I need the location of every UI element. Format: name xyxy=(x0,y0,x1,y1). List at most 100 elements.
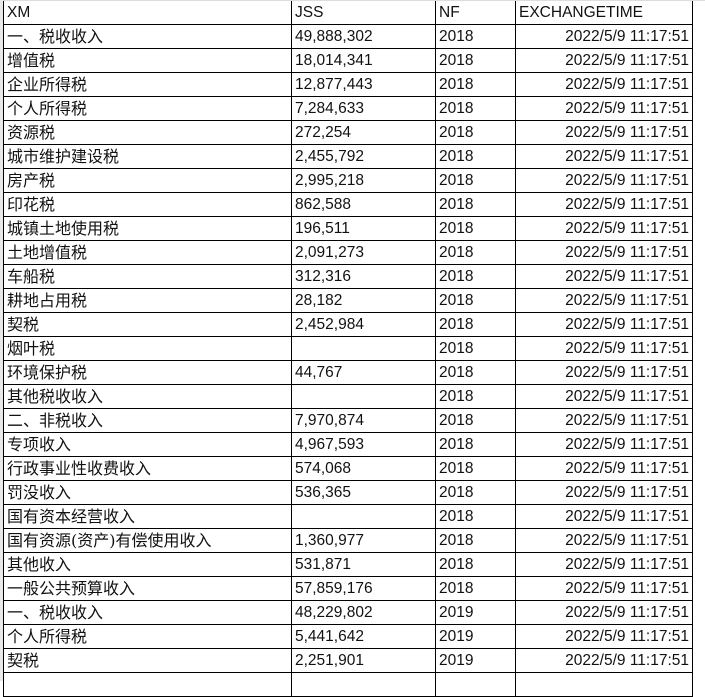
cell-xm[interactable]: 城市维护建设税 xyxy=(3,144,292,169)
cell-exchangetime[interactable]: 2022/5/9 11:17:51 xyxy=(515,216,693,241)
cell-xm[interactable]: 耕地占用税 xyxy=(3,288,292,313)
cell-jss[interactable]: 862,588 xyxy=(291,192,436,217)
cell-jss[interactable]: 5,441,642 xyxy=(291,624,436,649)
cell-nf[interactable]: 2018 xyxy=(435,144,516,169)
cell-nf[interactable]: 2018 xyxy=(435,288,516,313)
cell-jss[interactable]: 7,284,633 xyxy=(291,96,436,121)
cell-nf[interactable]: 2018 xyxy=(435,504,516,529)
cell-jss[interactable]: 4,967,593 xyxy=(291,432,436,457)
cell-xm[interactable]: 一、税收收入 xyxy=(3,24,292,49)
cell-exchangetime[interactable]: 2022/5/9 11:17:51 xyxy=(515,504,693,529)
cell-nf[interactable]: 2018 xyxy=(435,216,516,241)
cell-jss[interactable] xyxy=(291,336,436,361)
cell-exchangetime[interactable]: 2022/5/9 11:17:51 xyxy=(515,384,693,409)
cell-exchangetime[interactable]: 2022/5/9 11:17:51 xyxy=(515,24,693,49)
cell-exchangetime[interactable]: 2022/5/9 11:17:51 xyxy=(515,72,693,97)
cell-exchangetime[interactable]: 2022/5/9 11:17:51 xyxy=(515,552,693,577)
cell-jss[interactable]: 536,365 xyxy=(291,480,436,505)
cell-xm[interactable]: 罚没收入 xyxy=(3,480,292,505)
cell-jss[interactable]: 57,859,176 xyxy=(291,576,436,601)
cell-xm[interactable]: 二、非税收入 xyxy=(3,408,292,433)
cell-nf[interactable]: 2018 xyxy=(435,336,516,361)
cell-xm[interactable]: 资源税 xyxy=(3,120,292,145)
cell-jss[interactable] xyxy=(291,504,436,529)
cell-exchangetime[interactable]: 2022/5/9 11:17:51 xyxy=(515,144,693,169)
cell-nf[interactable]: 2018 xyxy=(435,384,516,409)
cell-jss[interactable]: 531,871 xyxy=(291,552,436,577)
cell-xm[interactable]: 专项收入 xyxy=(3,432,292,457)
cell-jss[interactable]: 196,511 xyxy=(291,216,436,241)
cell-nf[interactable]: 2018 xyxy=(435,120,516,145)
cell-jss[interactable]: 48,229,802 xyxy=(291,600,436,625)
cell-jss[interactable]: 1,360,977 xyxy=(291,528,436,553)
cell-jss[interactable]: 2,452,984 xyxy=(291,312,436,337)
cell-partial[interactable] xyxy=(435,672,516,697)
cell-nf[interactable]: 2018 xyxy=(435,240,516,265)
cell-xm[interactable]: 一般公共预算收入 xyxy=(3,576,292,601)
cell-exchangetime[interactable]: 2022/5/9 11:17:51 xyxy=(515,264,693,289)
cell-nf[interactable]: 2018 xyxy=(435,480,516,505)
cell-nf[interactable]: 2018 xyxy=(435,360,516,385)
cell-partial[interactable] xyxy=(291,672,436,697)
cell-nf[interactable]: 2018 xyxy=(435,264,516,289)
cell-nf[interactable]: 2018 xyxy=(435,456,516,481)
cell-exchangetime[interactable]: 2022/5/9 11:17:51 xyxy=(515,432,693,457)
header-xm[interactable]: XM xyxy=(3,1,292,25)
cell-exchangetime[interactable]: 2022/5/9 11:17:51 xyxy=(515,120,693,145)
cell-nf[interactable]: 2018 xyxy=(435,192,516,217)
cell-exchangetime[interactable]: 2022/5/9 11:17:51 xyxy=(515,192,693,217)
cell-exchangetime[interactable]: 2022/5/9 11:17:51 xyxy=(515,96,693,121)
cell-jss[interactable]: 12,877,443 xyxy=(291,72,436,97)
cell-exchangetime[interactable]: 2022/5/9 11:17:51 xyxy=(515,648,693,673)
cell-nf[interactable]: 2018 xyxy=(435,408,516,433)
cell-jss[interactable]: 2,995,218 xyxy=(291,168,436,193)
cell-xm[interactable]: 印花税 xyxy=(3,192,292,217)
cell-jss[interactable]: 574,068 xyxy=(291,456,436,481)
cell-exchangetime[interactable]: 2022/5/9 11:17:51 xyxy=(515,456,693,481)
cell-exchangetime[interactable]: 2022/5/9 11:17:51 xyxy=(515,288,693,313)
header-exchangetime[interactable]: EXCHANGETIME xyxy=(515,1,693,25)
cell-xm[interactable]: 国有资本经营收入 xyxy=(3,504,292,529)
cell-exchangetime[interactable]: 2022/5/9 11:17:51 xyxy=(515,408,693,433)
cell-jss[interactable]: 2,455,792 xyxy=(291,144,436,169)
cell-exchangetime[interactable]: 2022/5/9 11:17:51 xyxy=(515,600,693,625)
cell-xm[interactable]: 个人所得税 xyxy=(3,624,292,649)
cell-jss[interactable]: 49,888,302 xyxy=(291,24,436,49)
cell-exchangetime[interactable]: 2022/5/9 11:17:51 xyxy=(515,168,693,193)
cell-exchangetime[interactable]: 2022/5/9 11:17:51 xyxy=(515,576,693,601)
cell-xm[interactable]: 契税 xyxy=(3,312,292,337)
cell-nf[interactable]: 2019 xyxy=(435,600,516,625)
cell-xm[interactable]: 烟叶税 xyxy=(3,336,292,361)
cell-jss[interactable]: 7,970,874 xyxy=(291,408,436,433)
cell-xm[interactable]: 土地增值税 xyxy=(3,240,292,265)
header-jss[interactable]: JSS xyxy=(291,1,436,25)
cell-xm[interactable]: 其他收入 xyxy=(3,552,292,577)
cell-jss[interactable]: 312,316 xyxy=(291,264,436,289)
cell-jss[interactable]: 272,254 xyxy=(291,120,436,145)
cell-xm[interactable]: 城镇土地使用税 xyxy=(3,216,292,241)
cell-exchangetime[interactable]: 2022/5/9 11:17:51 xyxy=(515,624,693,649)
cell-nf[interactable]: 2018 xyxy=(435,312,516,337)
cell-partial[interactable] xyxy=(3,672,292,697)
cell-xm[interactable]: 个人所得税 xyxy=(3,96,292,121)
cell-nf[interactable]: 2018 xyxy=(435,168,516,193)
cell-xm[interactable]: 房产税 xyxy=(3,168,292,193)
cell-jss[interactable]: 2,091,273 xyxy=(291,240,436,265)
cell-xm[interactable]: 企业所得税 xyxy=(3,72,292,97)
cell-xm[interactable]: 其他税收收入 xyxy=(3,384,292,409)
cell-nf[interactable]: 2018 xyxy=(435,48,516,73)
cell-exchangetime[interactable]: 2022/5/9 11:17:51 xyxy=(515,360,693,385)
cell-exchangetime[interactable]: 2022/5/9 11:17:51 xyxy=(515,528,693,553)
cell-xm[interactable]: 一、税收收入 xyxy=(3,600,292,625)
cell-exchangetime[interactable]: 2022/5/9 11:17:51 xyxy=(515,48,693,73)
header-nf[interactable]: NF xyxy=(435,1,516,25)
cell-xm[interactable]: 环境保护税 xyxy=(3,360,292,385)
cell-exchangetime[interactable]: 2022/5/9 11:17:51 xyxy=(515,312,693,337)
cell-jss[interactable]: 18,014,341 xyxy=(291,48,436,73)
cell-exchangetime[interactable]: 2022/5/9 11:17:51 xyxy=(515,336,693,361)
cell-nf[interactable]: 2019 xyxy=(435,648,516,673)
cell-jss[interactable]: 28,182 xyxy=(291,288,436,313)
cell-jss[interactable]: 2,251,901 xyxy=(291,648,436,673)
cell-exchangetime[interactable]: 2022/5/9 11:17:51 xyxy=(515,480,693,505)
cell-nf[interactable]: 2018 xyxy=(435,432,516,457)
